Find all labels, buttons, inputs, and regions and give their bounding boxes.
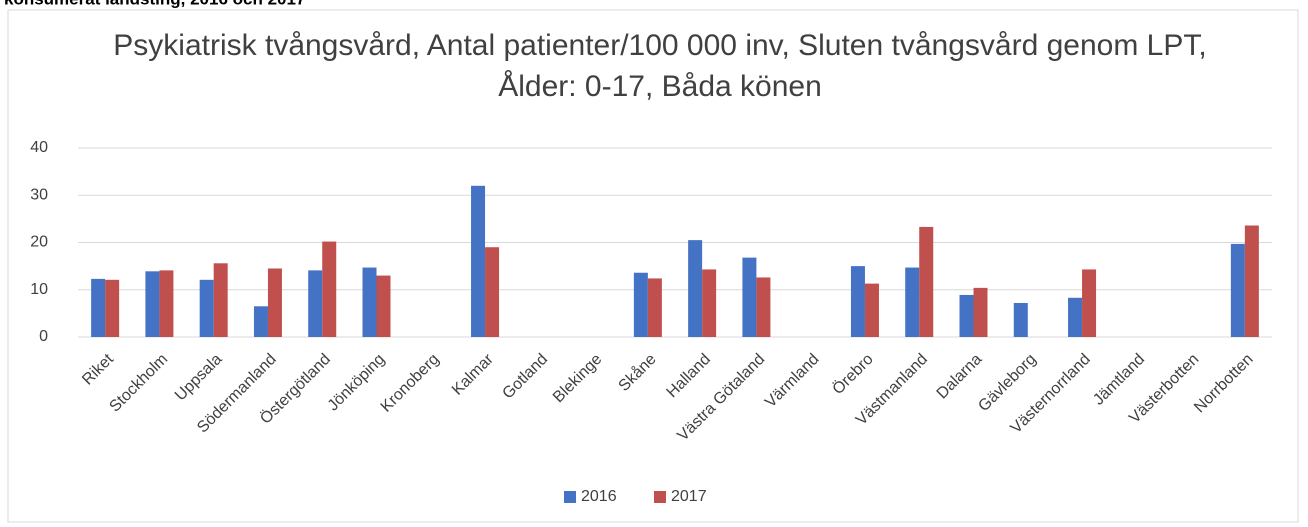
bar <box>756 277 771 337</box>
bar <box>864 283 879 337</box>
bar <box>362 267 377 337</box>
bar <box>308 270 323 337</box>
chart-title: Ålder: 0-17, Båda könen <box>498 70 822 103</box>
legend-swatch <box>564 491 576 503</box>
bar <box>145 271 160 337</box>
bar <box>959 294 974 337</box>
bar <box>159 270 174 337</box>
legend-label: 2017 <box>671 488 707 505</box>
bar <box>647 278 662 337</box>
bar <box>905 267 920 337</box>
bar <box>253 306 268 337</box>
y-tick-label: 20 <box>30 234 48 251</box>
bar <box>702 269 717 337</box>
y-tick-label: 10 <box>30 281 48 298</box>
bar <box>91 278 106 337</box>
bar <box>376 275 391 337</box>
bar <box>919 226 934 337</box>
chart-title: Psykiatrisk tvångsvård, Antal patienter/… <box>113 29 1206 62</box>
bar <box>322 241 337 337</box>
bar <box>633 272 648 337</box>
bar <box>973 287 988 337</box>
bar <box>105 279 120 337</box>
bar <box>1230 243 1245 337</box>
bar <box>1244 225 1259 337</box>
bar <box>688 240 703 337</box>
y-tick-label: 30 <box>30 186 48 203</box>
bar <box>1068 297 1083 337</box>
y-tick-label: 0 <box>39 328 48 345</box>
bar <box>1013 302 1028 337</box>
bar <box>267 268 282 337</box>
bar <box>471 185 486 337</box>
bar <box>1082 269 1097 337</box>
caption: konsumerat landsting, 2016 och 2017 <box>4 0 305 8</box>
y-tick-label: 40 <box>30 139 48 156</box>
bar <box>213 263 228 337</box>
bar <box>485 247 500 337</box>
bar <box>850 266 865 337</box>
bar <box>742 257 757 337</box>
legend-label: 2016 <box>581 488 617 505</box>
bar <box>199 279 214 337</box>
legend-swatch <box>654 491 666 503</box>
